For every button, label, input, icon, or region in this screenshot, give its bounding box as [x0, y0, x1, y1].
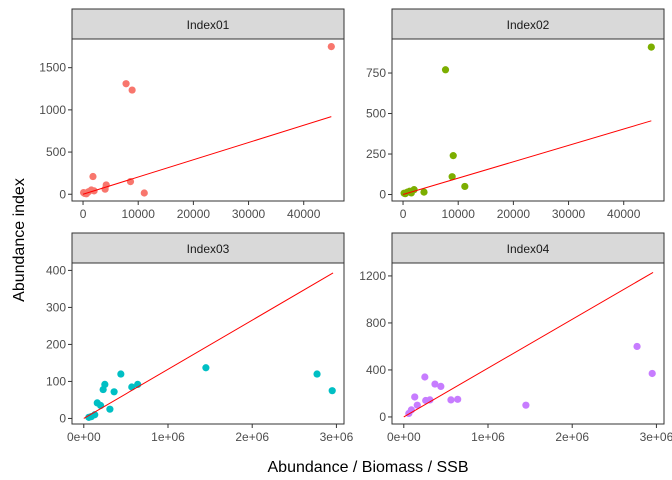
data-point: [400, 189, 408, 197]
facet-label: Index04: [507, 242, 550, 256]
y-tick-label: 250: [366, 147, 386, 161]
regression-line: [403, 271, 654, 418]
x-tick-label: 0e+00: [67, 430, 101, 444]
x-tick-label: 30000: [232, 207, 266, 221]
x-tick-label: 20000: [177, 207, 211, 221]
x-tick-label: 0: [80, 207, 87, 221]
y-axis-title: Abundance index: [11, 178, 28, 302]
x-tick-label: 40000: [607, 207, 641, 221]
y-tick-label: 0: [379, 410, 386, 424]
x-tick-label: 2e+06: [555, 430, 589, 444]
y-tick-label: 1200: [359, 269, 386, 283]
x-tick-label: 1e+06: [471, 430, 505, 444]
regression-line: [83, 272, 334, 419]
y-tick-label: 0: [59, 411, 66, 425]
data-point: [128, 383, 136, 391]
y-tick-label: 800: [366, 316, 386, 330]
data-point: [426, 396, 434, 404]
panel-index04: Index04 0e+00 1e+06 2e+06 3e+06 0 400 800 1200: [359, 232, 672, 444]
data-point: [461, 182, 469, 191]
facet-label: Index02: [507, 18, 550, 32]
y-tick-label: 0: [59, 187, 66, 201]
data-point: [522, 401, 530, 409]
data-point: [202, 364, 210, 372]
y-tick-label: 400: [366, 363, 386, 377]
data-point: [413, 401, 421, 409]
data-point: [448, 173, 456, 181]
data-point: [420, 188, 428, 196]
x-tick-label: 40000: [287, 207, 321, 221]
plot-area: [391, 38, 665, 202]
y-tick-label: 300: [46, 300, 66, 314]
data-point: [411, 393, 419, 401]
panel-index03: Index03 0e+00 1e+06 2e+06 3e+06 0 100 200 300 400: [46, 232, 354, 444]
x-tick-label: 1e+06: [151, 430, 185, 444]
x-tick-label: 10000: [122, 207, 156, 221]
x-axis-title: Abundance / Biomass / SSB: [268, 459, 469, 476]
y-tick-label: 500: [366, 107, 386, 121]
data-point: [327, 42, 335, 51]
data-point: [110, 388, 118, 396]
regression-line: [82, 116, 332, 195]
y-tick-label: 750: [366, 66, 386, 80]
data-point: [441, 66, 450, 74]
data-point: [128, 86, 136, 94]
x-tick-label: 2e+06: [235, 430, 269, 444]
data-point: [106, 405, 114, 413]
facet-strip: [391, 232, 665, 264]
y-tick-label: 500: [46, 145, 66, 159]
panel-index01: Index01 0 10000 20000 30000 40000 0 500 1000 1500: [39, 8, 345, 221]
y-tick-label: 100: [46, 374, 66, 388]
y-tick-label: 400: [46, 263, 66, 277]
regression-line: [402, 120, 652, 195]
data-point: [421, 373, 429, 381]
data-point: [140, 189, 148, 197]
y-tick-label: 0: [379, 188, 386, 202]
data-point: [633, 342, 641, 351]
data-point: [454, 395, 462, 403]
plot-area: [71, 262, 345, 425]
data-point: [89, 172, 97, 181]
data-point: [437, 382, 445, 390]
data-point: [99, 385, 107, 394]
x-tick-label: 30000: [552, 207, 586, 221]
x-tick-label: 3e+06: [640, 430, 672, 444]
x-tick-label: 3e+06: [320, 430, 354, 444]
x-tick-label: 10000: [442, 207, 476, 221]
facet-strip: [71, 232, 345, 264]
facet-label: Index03: [187, 242, 230, 256]
x-tick-label: 20000: [497, 207, 531, 221]
data-point: [313, 370, 321, 378]
facet-strip: [71, 8, 345, 40]
data-point: [447, 396, 455, 404]
y-tick-label: 1000: [39, 103, 66, 117]
x-tick-label: 0e+00: [387, 430, 421, 444]
data-point: [117, 370, 125, 378]
y-tick-label: 200: [46, 337, 66, 351]
data-point: [431, 380, 439, 388]
x-tick-label: 0: [400, 207, 407, 221]
data-point: [449, 152, 457, 160]
data-point: [97, 401, 105, 410]
data-point: [647, 43, 655, 51]
panel-index02: Index02 0 10000 20000 30000 40000 0 250 500 750: [366, 8, 665, 221]
data-point: [648, 369, 656, 378]
data-point: [79, 188, 88, 197]
facet-label: Index01: [187, 18, 230, 32]
data-point: [122, 80, 130, 88]
plot-area: [71, 38, 345, 202]
data-point: [101, 185, 109, 193]
facet-strip: [391, 8, 665, 40]
y-tick-label: 1500: [39, 61, 66, 75]
data-point: [328, 387, 336, 395]
data-point: [85, 413, 93, 421]
